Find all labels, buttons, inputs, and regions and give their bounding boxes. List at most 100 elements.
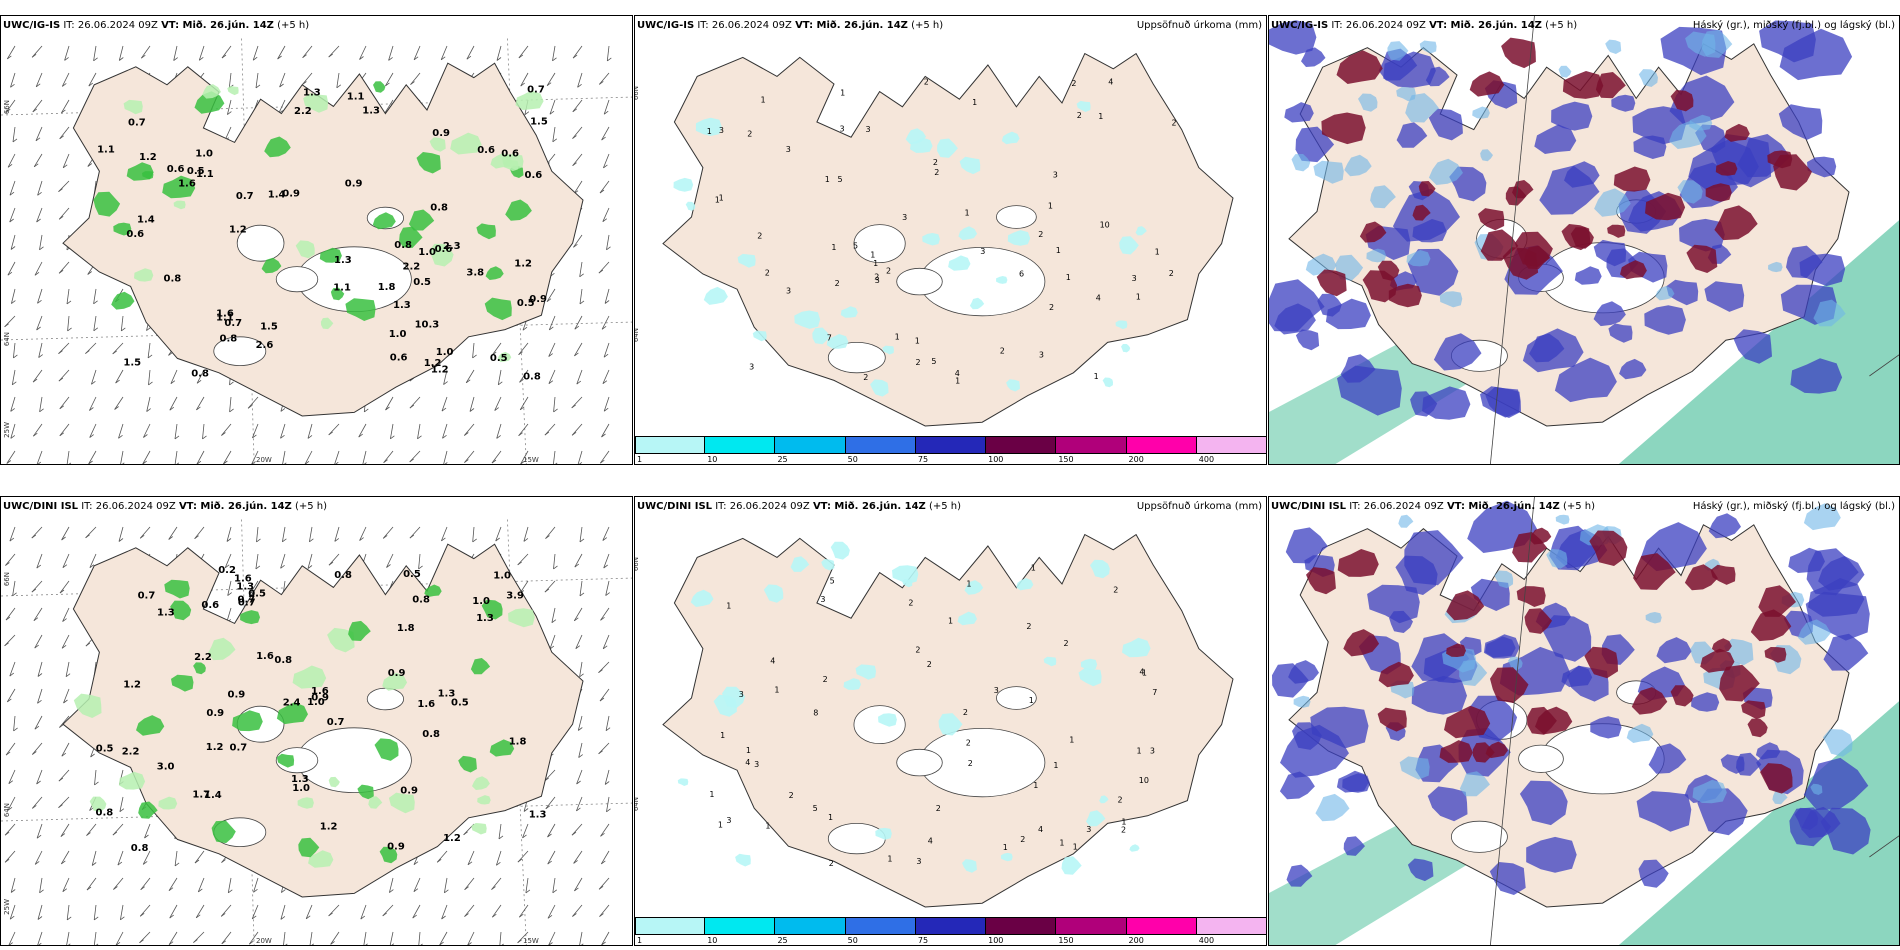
wind-barb-flag bbox=[417, 435, 422, 440]
precip-value-label: 1.0 bbox=[418, 247, 436, 258]
wind-barb-flag bbox=[68, 462, 72, 464]
low-cloud bbox=[1428, 158, 1463, 185]
wind-barb-flag bbox=[37, 699, 42, 704]
wind-barb-flag bbox=[93, 327, 99, 332]
wind-barb bbox=[601, 126, 610, 141]
precip-value-label: 1.2 bbox=[431, 365, 449, 376]
wind-barb bbox=[443, 450, 448, 464]
wind-barb-flag bbox=[31, 534, 37, 539]
precip-value-label: 0.9 bbox=[282, 189, 300, 200]
colorbar-label: 400 bbox=[1198, 936, 1215, 945]
accum-precip-area bbox=[957, 611, 977, 626]
precip-value-label: 1 bbox=[719, 194, 724, 203]
precip-cell bbox=[508, 608, 535, 628]
wind-barb bbox=[579, 288, 583, 304]
precip-value-label: 2 bbox=[1118, 796, 1123, 805]
precip-value-label: 5 bbox=[813, 804, 818, 813]
colorbar-swatch bbox=[845, 436, 916, 454]
high-cloud bbox=[1670, 90, 1694, 112]
wind-barb-flag bbox=[464, 886, 469, 891]
axis-label-lat: 66N bbox=[3, 100, 11, 115]
high-cloud bbox=[1377, 707, 1407, 732]
wind-barb bbox=[280, 904, 286, 920]
wind-barb bbox=[61, 742, 70, 757]
wind-barb-flag bbox=[518, 432, 523, 437]
mid-cloud bbox=[1534, 124, 1577, 154]
wind-barb bbox=[498, 823, 502, 839]
precip-value-label: 1.3 bbox=[303, 88, 321, 99]
wind-barb-flag bbox=[466, 55, 472, 60]
mid-cloud bbox=[1428, 108, 1463, 141]
wind-barb-flag bbox=[199, 56, 204, 61]
panel-title: UWC/DINI ISL IT: 26.06.2024 09Z VT: Mið.… bbox=[1271, 501, 1596, 512]
wind-barb bbox=[599, 180, 610, 194]
wind-barb-flag bbox=[603, 164, 608, 169]
precip-value-label: 1.3 bbox=[157, 607, 175, 618]
wind-barb-flag bbox=[517, 858, 523, 863]
wind-barb bbox=[328, 423, 340, 436]
precip-value-label: 1 bbox=[915, 337, 920, 346]
precip-value-label: 1.2 bbox=[514, 259, 532, 270]
wind-barb bbox=[598, 742, 610, 755]
wind-barb bbox=[518, 423, 529, 436]
wind-barb bbox=[142, 450, 151, 464]
accum-precip-area bbox=[690, 589, 714, 607]
wind-barb bbox=[497, 369, 502, 385]
wind-barb-flag bbox=[120, 916, 125, 921]
wind-barb bbox=[277, 45, 286, 60]
wind-barb-flag bbox=[576, 380, 582, 385]
wind-barb-flag bbox=[544, 588, 550, 593]
precip-value-label: 3 bbox=[866, 125, 871, 134]
wind-barb bbox=[282, 450, 286, 464]
wind-barb-flag bbox=[12, 381, 17, 386]
wind-barb bbox=[37, 288, 43, 304]
wind-barb bbox=[253, 877, 259, 893]
wind-barb-flag bbox=[7, 698, 12, 703]
mid-cloud bbox=[1395, 555, 1438, 595]
wind-barb-flag bbox=[465, 379, 471, 384]
wind-barb bbox=[6, 450, 16, 464]
high-cloud bbox=[1343, 629, 1380, 657]
precip-cell bbox=[472, 776, 490, 790]
mid-cloud bbox=[1526, 836, 1577, 873]
wind-barb-flag bbox=[37, 191, 42, 196]
accum-precip-area bbox=[875, 827, 892, 840]
precip-value-label: 1 bbox=[746, 746, 751, 755]
colorbar-label: 50 bbox=[847, 455, 858, 464]
wind-barb bbox=[436, 850, 448, 863]
wind-barb bbox=[302, 45, 313, 58]
wind-barb bbox=[88, 450, 97, 464]
precip-value-label: 1.3 bbox=[291, 774, 309, 785]
wind-barb-flag bbox=[66, 300, 72, 305]
accum-precip-area bbox=[737, 253, 756, 268]
wind-barb bbox=[251, 904, 259, 920]
precip-value-label: 0.9 bbox=[432, 128, 450, 139]
wind-barb bbox=[59, 396, 70, 410]
mid-cloud bbox=[1292, 722, 1322, 750]
wind-barb bbox=[579, 261, 583, 277]
wind-barb-flag bbox=[94, 781, 99, 786]
wind-barb-flag bbox=[5, 108, 11, 113]
wind-barb-flag bbox=[469, 408, 475, 412]
precip-value-label: 4 bbox=[1038, 825, 1043, 834]
low-cloud bbox=[1605, 39, 1622, 54]
colorbar-label: 150 bbox=[1058, 455, 1074, 464]
colorbar-swatch bbox=[635, 917, 706, 935]
low-cloud bbox=[1291, 154, 1311, 172]
wind-barb-flag bbox=[390, 435, 395, 440]
precip-cell bbox=[489, 739, 515, 757]
wind-barb-flag bbox=[9, 915, 15, 920]
wind-barb bbox=[229, 396, 232, 412]
wind-barb bbox=[196, 369, 205, 384]
wind-barb bbox=[606, 796, 610, 812]
wind-barb-flag bbox=[6, 460, 12, 464]
wind-barb-flag bbox=[65, 673, 71, 678]
wind-barb-flag bbox=[574, 325, 580, 330]
high-cloud bbox=[1446, 590, 1485, 621]
wind-barb-flag bbox=[496, 57, 502, 61]
precip-value-label: 0.2 bbox=[218, 565, 236, 576]
wind-barb bbox=[6, 45, 16, 60]
axis-label-lat: 64N bbox=[3, 332, 11, 347]
precip-value-label: 0.9 bbox=[387, 842, 405, 853]
